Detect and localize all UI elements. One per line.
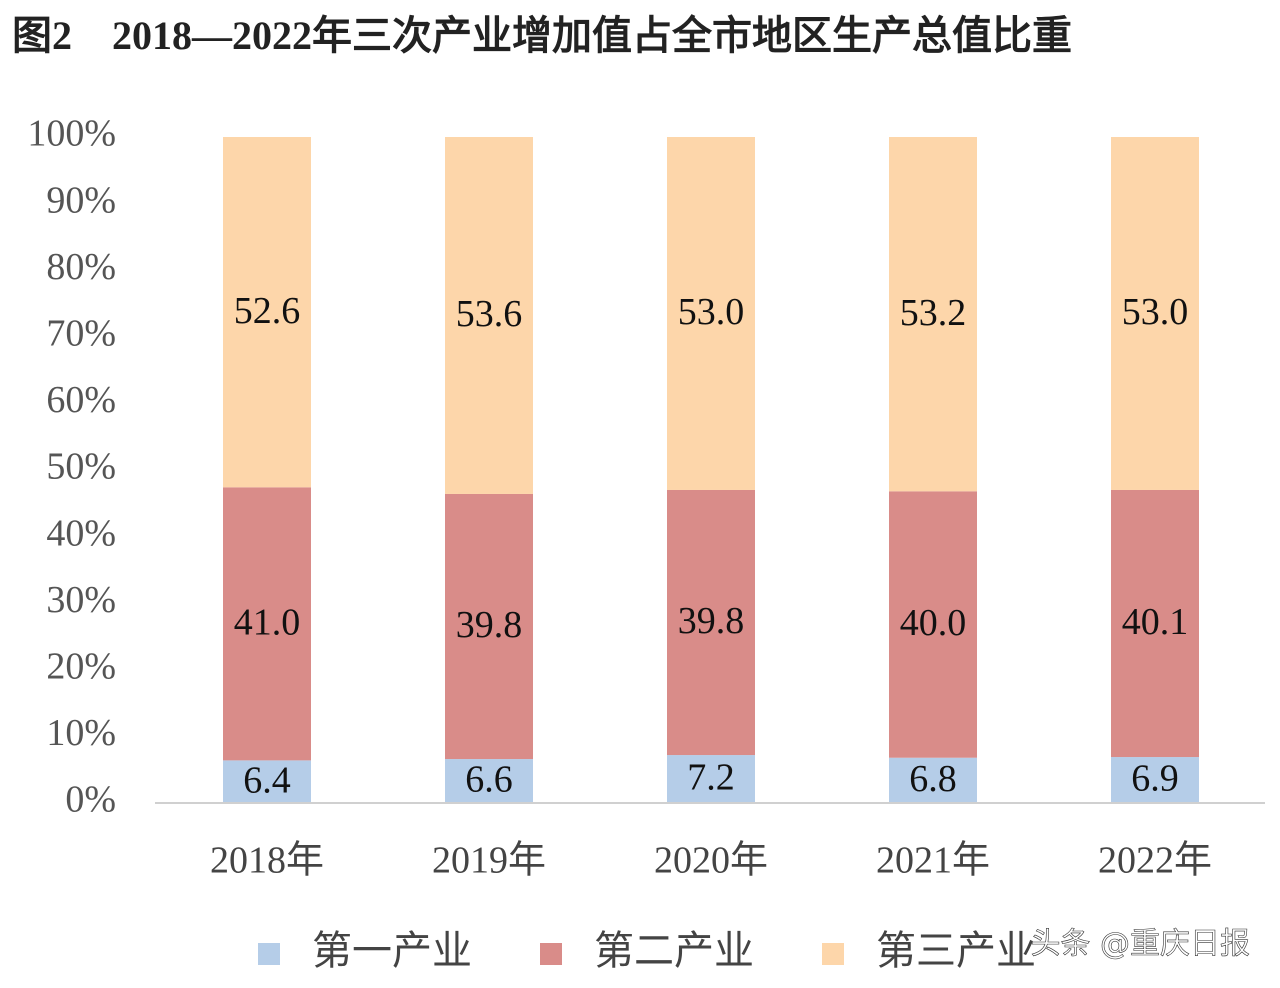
y-tick-label: 10% [46,712,116,754]
y-tick-label: 100% [27,113,116,155]
chart-title: 图2 2018—2022年三次产业增加值占全市地区生产总值比重 [12,13,1072,58]
bar-segment [445,493,533,760]
bar-segment [1111,757,1199,803]
y-tick-label: 80% [46,246,116,288]
legend-label: 第一产业 [312,928,472,973]
data-label: 53.0 [1122,291,1189,333]
legend-swatch [258,943,280,965]
bar-segment [445,137,533,494]
y-tick-label: 30% [46,579,116,621]
bar-segment [889,757,977,803]
bar-segment [667,755,755,803]
y-tick-label: 0% [65,779,116,821]
bar-segment [223,487,311,761]
legend-label: 第二产业 [594,928,754,973]
data-label: 52.6 [234,290,301,332]
x-tick-label: 2022年 [1098,840,1212,882]
bar-segment [667,137,755,490]
data-label: 40.1 [1122,601,1189,643]
x-tick-label: 2020年 [654,840,768,882]
data-label: 6.4 [243,759,291,801]
y-tick-label: 90% [46,179,116,221]
y-tick-label: 60% [46,379,116,421]
data-label: 7.2 [687,757,735,799]
data-label: 40.0 [900,602,967,644]
data-label: 6.9 [1131,758,1179,800]
bar-segment [445,759,533,803]
legend-swatch [540,943,562,965]
y-tick-label: 50% [46,446,116,488]
data-label: 53.0 [678,291,745,333]
bar-segment [889,137,977,492]
legend-label: 第三产业 [876,928,1036,973]
bar-segment [1111,137,1199,490]
data-label: 39.8 [678,600,745,642]
data-label: 53.6 [456,293,523,335]
x-tick-label: 2018年 [210,840,324,882]
y-tick-label: 40% [46,512,116,554]
x-tick-label: 2019年 [432,840,546,882]
bar-segment [223,137,311,488]
bar-segment [667,489,755,756]
bar-segment [223,760,311,803]
data-label: 6.8 [909,758,957,800]
bar-segment [1111,489,1199,758]
bar-segment [889,491,977,758]
x-tick-label: 2021年 [876,840,990,882]
data-label: 39.8 [456,604,523,646]
data-label: 41.0 [234,602,301,644]
y-tick-label: 70% [46,313,116,355]
data-label: 53.2 [900,292,967,334]
data-label: 6.6 [465,759,513,801]
y-tick-label: 20% [46,646,116,688]
legend-swatch [822,943,844,965]
watermark: 头条 @重庆日报 [1030,927,1250,962]
